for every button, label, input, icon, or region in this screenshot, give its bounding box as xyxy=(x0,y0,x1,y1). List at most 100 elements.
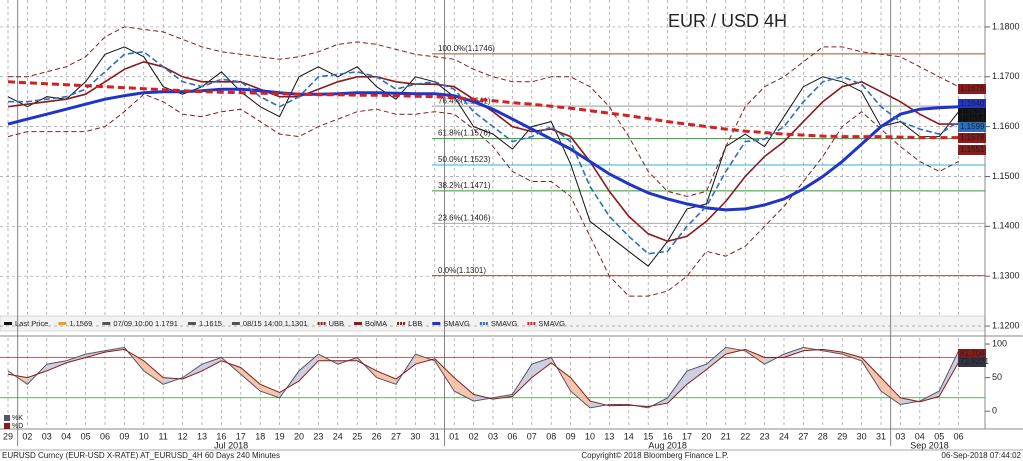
price-tag-label: 1.1578 xyxy=(960,133,985,142)
fib-label: 23.6%(1.1406) xyxy=(438,213,491,222)
month-label: Jul 2018 xyxy=(214,440,248,450)
x-tick-label: 31 xyxy=(430,431,440,441)
x-tick-label: 25 xyxy=(352,431,362,441)
y-tick-label: 1.1400 xyxy=(992,221,1020,231)
footer-left: EURUSD Curncy (EUR-USD X-RATE) AT_EURUSD… xyxy=(2,451,280,460)
price-tag-label: 1.1599 xyxy=(960,122,985,131)
fib-label: 61.8%(1.1576) xyxy=(438,129,491,138)
y-tick-label: 1.1700 xyxy=(992,71,1020,81)
price-line xyxy=(7,93,959,297)
x-tick-label: 15 xyxy=(643,431,653,441)
x-tick-label: 06 xyxy=(954,431,964,441)
x-tick-label: 22 xyxy=(740,431,750,441)
price-tag-label: 1.1640 xyxy=(960,99,985,108)
x-tick-label: 20 xyxy=(294,431,304,441)
stoch-fill xyxy=(590,401,610,408)
price-line xyxy=(7,46,959,267)
legend-label: UBB xyxy=(329,319,344,328)
x-tick-label: 07 xyxy=(527,431,537,441)
x-tick-label: 17 xyxy=(236,431,246,441)
price-tag xyxy=(958,99,986,109)
x-tick-label: 03 xyxy=(895,431,905,441)
stoch-fill xyxy=(202,357,222,371)
legend-swatch xyxy=(4,415,10,421)
stoch-line xyxy=(7,348,960,408)
x-tick-label: 27 xyxy=(391,431,401,441)
x-tick-label: 24 xyxy=(333,431,343,441)
stoch-line xyxy=(7,346,960,409)
x-tick-label: 28 xyxy=(818,431,828,441)
stoch-tag-label: 81.704 xyxy=(960,349,985,358)
y-tick-label: 0 xyxy=(992,406,997,416)
price-tag xyxy=(958,115,986,125)
x-tick-label: 06 xyxy=(507,431,517,441)
x-tick-label: 13 xyxy=(604,431,614,441)
footer-right: 06-Sep-2018 07:44:02 xyxy=(941,451,1021,460)
fib-label: 0.0%(1.1301) xyxy=(438,266,486,275)
x-tick-label: 29 xyxy=(3,431,13,441)
month-label: Sep 2018 xyxy=(910,440,949,450)
stoch-fill xyxy=(143,360,164,385)
x-tick-label: 26 xyxy=(372,431,382,441)
fib-label: 50.0%(1.1523) xyxy=(438,155,491,164)
stoch-fill xyxy=(900,397,920,405)
x-tick-label: 05 xyxy=(934,431,944,441)
x-tick-label: 30 xyxy=(410,431,420,441)
x-tick-label: 03 xyxy=(488,431,498,441)
x-tick-label: 09 xyxy=(566,431,576,441)
legend-label: LBB xyxy=(408,319,422,328)
price-tag-label: 1.1551 xyxy=(960,145,985,154)
x-tick-label: 10 xyxy=(139,431,149,441)
x-tick-label: 08 xyxy=(546,431,556,441)
y-tick-label: 1.1500 xyxy=(992,171,1020,181)
x-tick-label: 30 xyxy=(857,431,867,441)
price-tag-label: 1.1676 xyxy=(960,84,985,93)
y-tick-label: 50 xyxy=(992,372,1002,382)
stoch-fill xyxy=(706,347,726,370)
y-tick-label: 1.1800 xyxy=(992,21,1020,31)
stoch-fill xyxy=(667,370,687,404)
stoch-fill xyxy=(784,347,804,358)
x-tick-label: 12 xyxy=(178,431,188,441)
x-tick-label: 17 xyxy=(682,431,692,441)
x-tick-label: 02 xyxy=(469,431,479,441)
x-tick-label: 05 xyxy=(81,431,91,441)
price-tag xyxy=(958,145,986,155)
x-tick-label: 16 xyxy=(216,431,226,441)
x-tick-label: 24 xyxy=(779,431,789,441)
stoch-fill xyxy=(376,370,396,385)
legend-label: %D xyxy=(12,423,23,430)
x-tick-label: 27 xyxy=(798,431,808,441)
legend-label: 1.1569 xyxy=(69,319,92,328)
footer-center: Copyright© 2018 Bloomberg Finance L.P. xyxy=(581,451,728,460)
stoch-fill xyxy=(687,364,707,385)
stoch-fill xyxy=(881,377,901,405)
x-tick-label: 09 xyxy=(119,431,129,441)
price-line xyxy=(8,50,960,255)
x-tick-label: 03 xyxy=(42,431,52,441)
stoch-fill xyxy=(570,377,590,408)
y-tick-label: 1.1300 xyxy=(992,271,1020,281)
x-tick-label: 04 xyxy=(915,431,925,441)
stoch-tag xyxy=(958,349,986,359)
x-tick-label: 14 xyxy=(624,431,634,441)
x-tick-label: 21 xyxy=(721,431,731,441)
price-tag xyxy=(958,84,986,94)
legend-label: %K xyxy=(12,415,23,422)
stoch-fill xyxy=(260,384,280,398)
legend-label: BolMA xyxy=(365,319,387,328)
x-tick-label: 23 xyxy=(313,431,323,441)
legend-label: SMAVG xyxy=(491,319,518,328)
stoch-tag xyxy=(958,357,986,367)
price-line xyxy=(7,80,959,140)
legend-label: SMAVG xyxy=(443,319,470,328)
x-tick-label: 31 xyxy=(876,431,886,441)
fib-label: 100.0%(1.1746) xyxy=(438,44,495,53)
legend-label: Last Price xyxy=(15,319,48,328)
stoch-fill xyxy=(415,354,435,365)
chart-title: EUR / USD 4H xyxy=(668,11,787,31)
x-tick-label: 10 xyxy=(585,431,595,441)
x-tick-label: 29 xyxy=(837,431,847,441)
